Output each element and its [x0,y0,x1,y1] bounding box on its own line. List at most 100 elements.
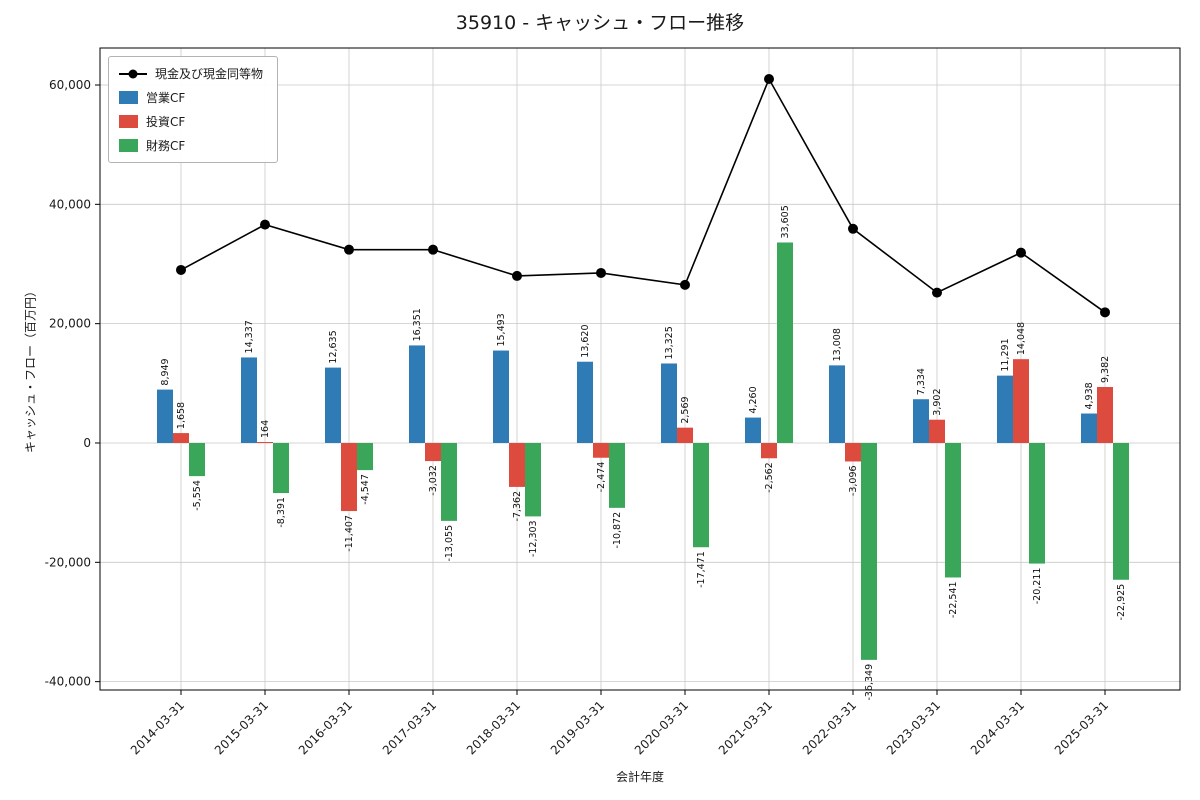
line-dot-icon [128,69,138,78]
line-marker [428,244,438,255]
cash-line [180,77,1106,313]
x-tick-labels: 2014-03-31 2015-03-31 2016-03-31 2017-03-31… [128,698,1111,757]
bar-value-label: -22,541 [948,581,959,618]
bar [173,433,189,443]
line-marker [680,279,690,290]
bar-value-label: -11,407 [344,515,355,552]
bar-value-label: -22,925 [1116,584,1127,621]
bar [609,442,625,508]
bar-value-label: 14,048 [1016,322,1027,355]
y-tick-label: 20,000 [49,317,91,331]
bar-value-label: 11,291 [1000,338,1011,371]
bar [241,357,257,443]
bar [273,442,289,494]
x-tick-label: 2014-03-31 [128,698,187,757]
bar [745,417,761,443]
bar [913,399,929,443]
investing-cf-swatch-icon [119,115,138,128]
bar-value-label: -3,032 [428,465,439,496]
legend: 現金及び現金同等物 営業CF 投資CF 財務CF [108,56,279,163]
bar [929,419,945,443]
bar [257,442,273,444]
legend-label-cash: 現金及び現金同等物 [155,67,264,81]
bar-value-label: -17,471 [696,551,707,588]
bar-value-label: -4,547 [360,474,371,505]
bar [425,442,441,462]
line-marker [344,244,354,255]
y-tick-label: 0 [83,436,91,450]
bar-labels: 8,949 14,337 12,635 16,351 15,493 13,620 13,32… [160,205,1127,700]
bar-value-label: -8,391 [276,497,287,528]
legend-item-operating-cf: 営業CF [119,89,263,106]
bar-value-label: 12,635 [328,330,339,363]
bar [829,365,845,443]
y-tick-label: -20,000 [45,555,91,569]
bar [861,442,877,660]
line-marker [176,264,186,275]
bar [189,442,205,477]
line-marker [764,74,774,85]
x-tick-label: 2020-03-31 [632,698,691,757]
bar-value-label: -10,872 [612,512,623,549]
bar-value-label: -36,349 [864,664,875,701]
bar-value-label: 3,902 [932,389,943,416]
bar-value-label: 4,260 [748,386,759,413]
bar [441,442,457,521]
line-marker [260,219,270,230]
bar-value-label: 13,620 [580,324,591,357]
bar [493,350,509,443]
bar-value-label: 4,938 [1084,382,1095,409]
bar-series-3 [189,242,1129,660]
legend-item-cash: 現金及び現金同等物 [119,65,263,82]
bar-value-label: 164 [260,420,271,438]
bar-value-label: -12,303 [528,520,539,557]
bar-value-label: -3,096 [848,465,859,496]
bar [157,389,173,443]
bar [997,375,1013,443]
plot-border [99,47,1181,691]
y-tick-label: 40,000 [49,197,91,211]
bar-value-label: 7,334 [916,368,927,395]
bar-value-label: -2,562 [764,462,775,493]
bar-value-label: 15,493 [496,313,507,346]
bar [945,442,961,578]
x-tick-label: 2021-03-31 [716,698,775,757]
bar [1029,442,1045,564]
bar [1081,413,1097,443]
bar [1013,359,1029,443]
bar [1097,387,1113,443]
y-tick-labels: -40,000 -20,000 0 20,000 40,000 60,000 [45,78,91,689]
bar [509,442,525,487]
x-tick-label: 2015-03-31 [212,698,271,757]
bar [693,442,709,548]
bar [525,442,541,517]
line-marker [932,287,942,298]
bar-value-label: -13,055 [444,525,455,562]
y-axis-label: キャッシュ・フロー（百万円） [23,284,38,454]
x-tick-label: 2018-03-31 [464,698,523,757]
bar-series-2 [173,359,1113,512]
bar-value-label: 9,382 [1100,356,1111,383]
bar-value-label: -2,474 [596,462,607,493]
line-marker [1100,307,1110,318]
bar [325,367,341,443]
bar-value-label: 13,325 [664,326,675,359]
bar-value-label: 2,569 [680,396,691,423]
legend-label-financing-cf: 財務CF [146,139,186,153]
x-axis-label: 会計年度 [615,770,664,784]
bar-value-label: 16,351 [412,308,423,341]
bar [661,363,677,443]
line-marker [1016,247,1026,258]
financing-cf-swatch-icon [119,139,138,152]
legend-label-investing-cf: 投資CF [146,115,186,129]
y-tick-label: 60,000 [49,78,91,92]
bar [577,361,593,443]
bar-value-label: -20,211 [1032,568,1043,605]
bar [761,442,777,459]
line-marker [848,223,858,234]
bar-value-label: -5,554 [192,480,203,511]
bar [357,442,373,471]
bar [341,442,357,512]
legend-item-investing-cf: 投資CF [119,113,263,130]
x-tick-label: 2023-03-31 [884,698,943,757]
